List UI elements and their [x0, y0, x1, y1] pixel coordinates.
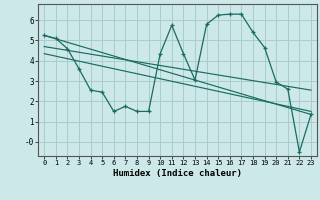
- X-axis label: Humidex (Indice chaleur): Humidex (Indice chaleur): [113, 169, 242, 178]
